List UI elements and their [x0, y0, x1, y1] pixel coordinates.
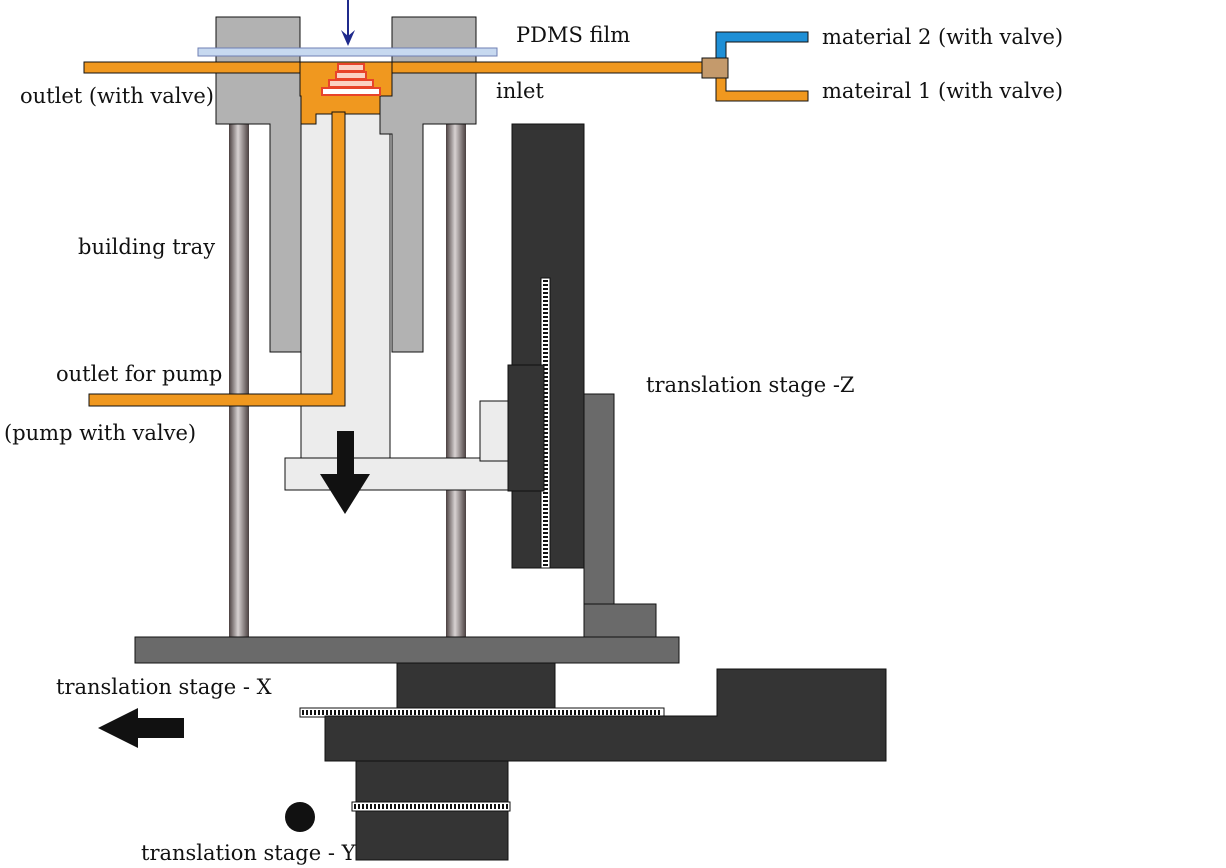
left-arrow-icon: [98, 708, 184, 748]
x-stage-upper-block: [396, 662, 556, 710]
printed-part-layer-2: [335, 71, 367, 80]
light-arrow-head-icon: [341, 30, 355, 46]
y-stage-upper-block: [355, 760, 509, 803]
guide-rod-right: [446, 120, 466, 638]
pdms-film: [197, 47, 498, 57]
outlet-tube: [83, 61, 301, 74]
down-arrow-icon: [320, 431, 370, 514]
tray-carrier-riser: [479, 400, 511, 462]
label-building-tray: building tray: [78, 235, 215, 259]
x-stage-lower-block: [324, 668, 887, 762]
label-outlet-pump: outlet for pump: [56, 362, 222, 386]
z-stage-mount: [507, 364, 545, 492]
label-pdms-film: PDMS film: [516, 23, 630, 47]
inlet-tube: [391, 61, 704, 74]
label-material-2: material 2 (with valve): [822, 25, 1063, 49]
printed-part-layer-1: [337, 63, 365, 72]
pump-tube: [88, 111, 346, 407]
y-connector: [701, 57, 729, 79]
z-stage-base: [583, 393, 615, 639]
printed-part-layer-3: [328, 79, 374, 88]
label-stage-z: translation stage -Z: [646, 373, 855, 397]
out-of-page-dot-icon: [285, 802, 315, 832]
guide-rod-left: [229, 120, 249, 638]
label-stage-x: translation stage - X: [56, 675, 272, 699]
base-plate: [134, 636, 680, 664]
y-stage-lower-block: [355, 810, 509, 861]
material-2-tube: [715, 31, 809, 59]
label-stage-y: translation stage - Y: [141, 841, 357, 865]
material-1-tube: [715, 77, 809, 102]
label-inlet: inlet: [496, 79, 544, 103]
z-stage-foot: [583, 603, 657, 639]
build-plate: [321, 87, 381, 96]
label-material-1: mateiral 1 (with valve): [822, 79, 1063, 103]
label-pump-valve: (pump with valve): [4, 421, 196, 445]
label-outlet-valve: outlet (with valve): [20, 84, 214, 108]
